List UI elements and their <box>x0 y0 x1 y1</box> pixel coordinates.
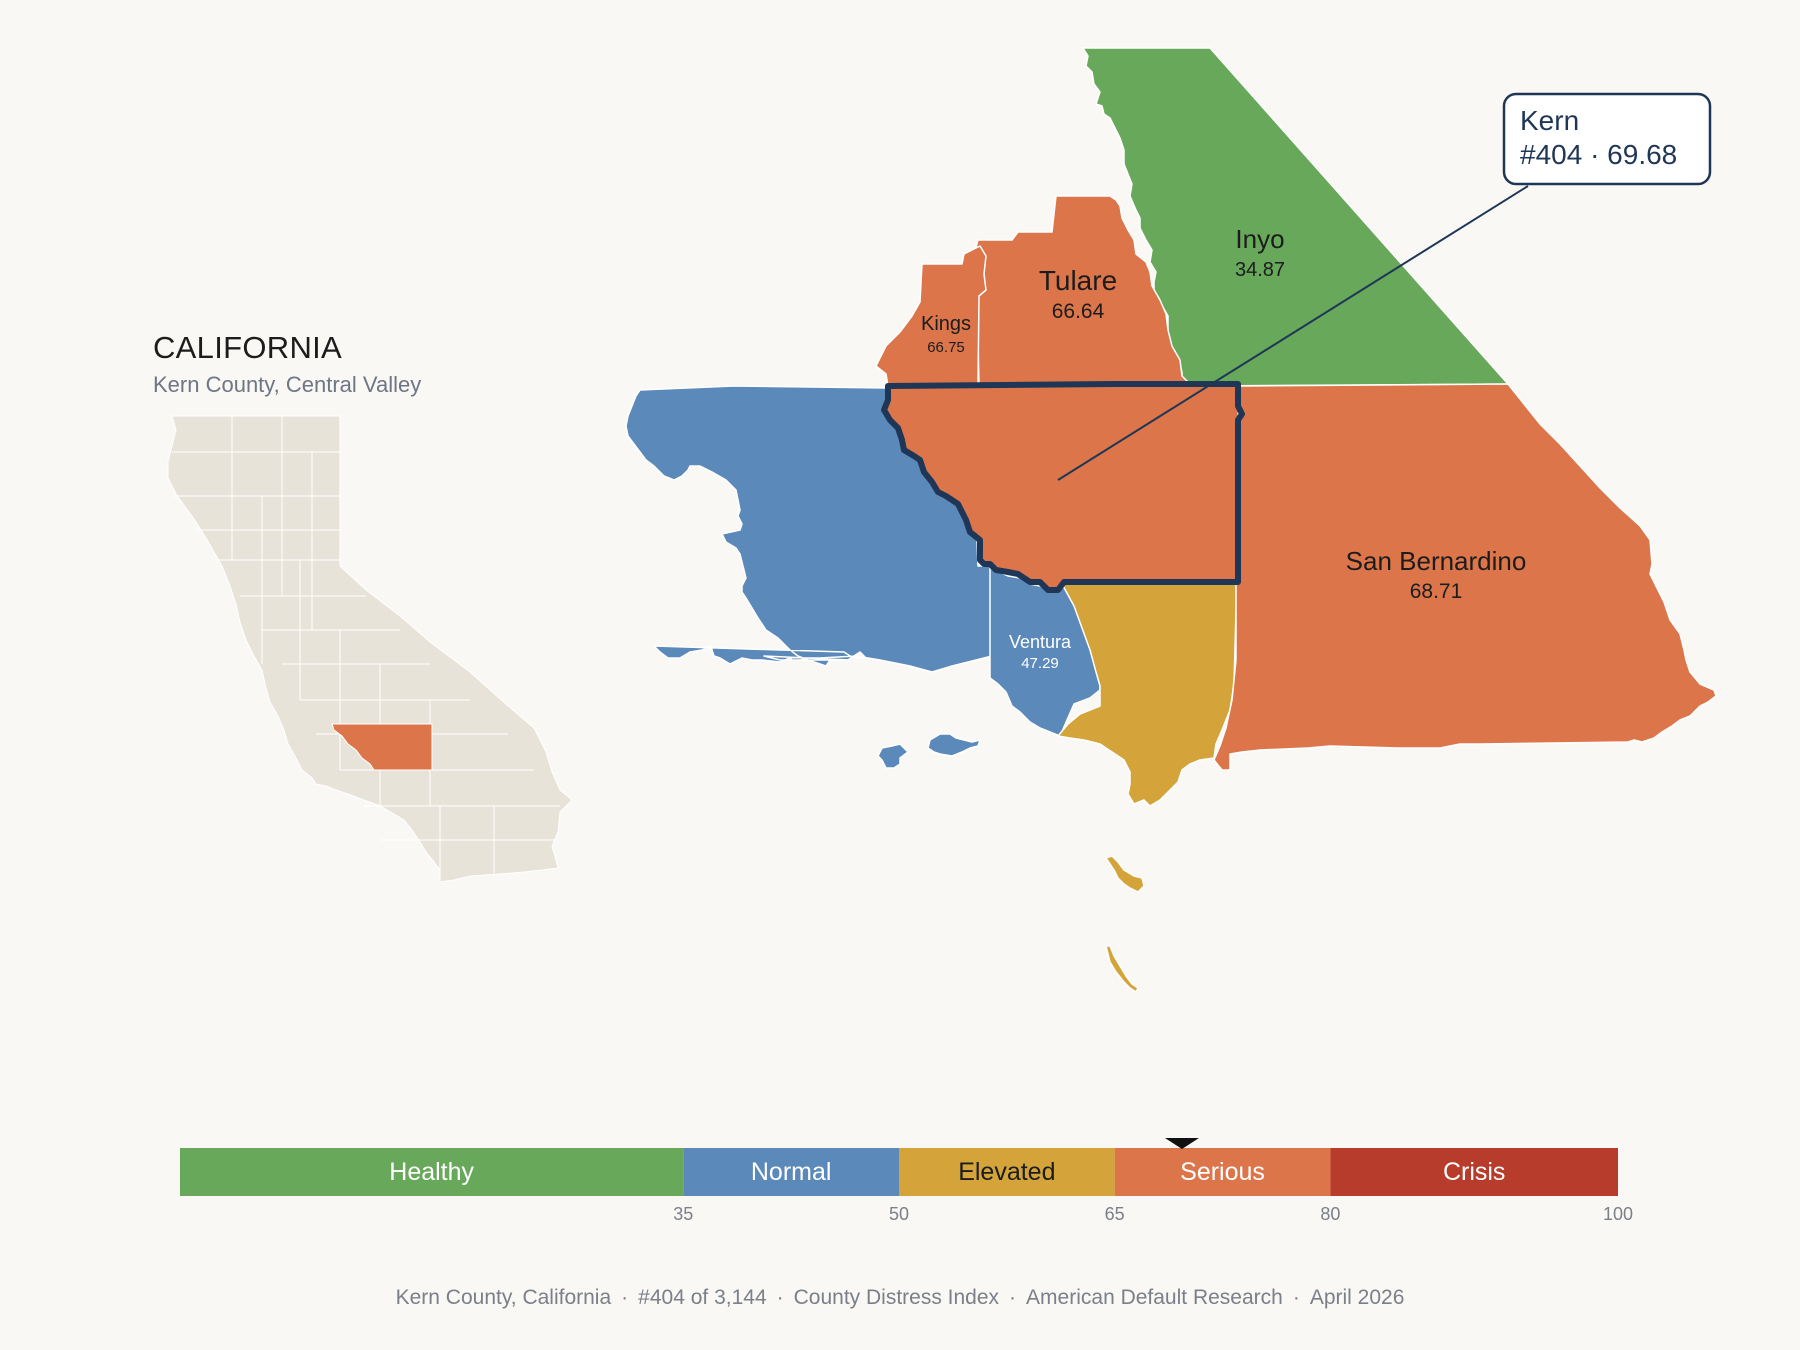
footer-credits: Kern County, California · #404 of 3,144 · Co… <box>395 1286 1405 1309</box>
label-san-bernardino-value: 68.71 <box>1410 580 1463 603</box>
legend-band-label: Elevated <box>958 1158 1055 1186</box>
legend-band-label: Normal <box>751 1158 832 1186</box>
inset-title: CALIFORNIA <box>153 330 343 365</box>
footer-county: Kern County, California <box>395 1286 612 1309</box>
label-inyo-value: 34.87 <box>1235 259 1285 281</box>
label-san-bernardino-name: San Bernardino <box>1346 546 1527 576</box>
label-tulare-name: Tulare <box>1039 265 1117 296</box>
kern-highlight-outline <box>881 381 1245 593</box>
legend-band-elevated <box>899 1148 1115 1196</box>
legend-tick-label: 50 <box>889 1204 909 1224</box>
legend-tick-label: 80 <box>1320 1204 1340 1224</box>
label-kings-name: Kings <box>921 313 971 335</box>
inset-state-map <box>167 415 573 883</box>
label-inyo-name: Inyo <box>1235 224 1284 254</box>
county-los-angeles[interactable] <box>1057 583 1239 807</box>
footer-rank: #404 of 3,144 <box>638 1286 767 1309</box>
island-santa-catalina <box>1105 855 1145 893</box>
regional-map <box>625 47 1717 993</box>
legend-band-healthy <box>180 1148 684 1196</box>
label-kings-value: 66.75 <box>927 339 965 356</box>
legend-bar: Healthy Normal Elevated Serious Crisis 35 50 65… <box>180 1138 1633 1224</box>
inset-subtitle: Kern County, Central Valley <box>153 372 422 397</box>
legend-marker-icon <box>1164 1138 1199 1149</box>
island-santa-rosa <box>877 743 909 769</box>
county-labels: Inyo 34.87 Tulare 66.64 Kings 66.75 San … <box>921 224 1526 672</box>
inset-kern-highlight <box>331 723 433 771</box>
legend-tick-label: 35 <box>673 1204 693 1224</box>
county-slo-santa-barbara[interactable] <box>625 385 993 673</box>
label-tulare-value: 66.64 <box>1052 300 1105 323</box>
island-san-clemente <box>1105 945 1139 993</box>
label-ventura-name: Ventura <box>1009 632 1072 652</box>
footer-index: County Distress Index <box>793 1286 1000 1309</box>
island-santa-cruz <box>927 733 981 757</box>
callout-rank-value: #404 · 69.68 <box>1520 139 1677 170</box>
legend-band-label: Crisis <box>1443 1158 1506 1186</box>
county-ventura[interactable] <box>989 567 1101 737</box>
legend-band-crisis <box>1330 1148 1618 1196</box>
callout-box: Kern #404 · 69.68 <box>1502 92 1712 186</box>
legend-tick-label: 65 <box>1105 1204 1125 1224</box>
legend-band-label: Healthy <box>389 1158 474 1186</box>
footer-date: April 2026 <box>1309 1286 1405 1309</box>
callout-name: Kern <box>1520 105 1579 136</box>
legend-band-serious <box>1114 1148 1331 1196</box>
label-ventura-value: 47.29 <box>1021 655 1059 672</box>
footer-source: American Default Research <box>1026 1286 1283 1309</box>
county-san-bernardino[interactable] <box>1213 383 1717 771</box>
legend-tick-label: 100 <box>1603 1204 1633 1224</box>
inset-california-shape <box>167 415 573 883</box>
callout-leader-line <box>1057 185 1529 481</box>
legend-band-label: Serious <box>1180 1158 1265 1186</box>
legend-band-normal <box>683 1148 899 1196</box>
